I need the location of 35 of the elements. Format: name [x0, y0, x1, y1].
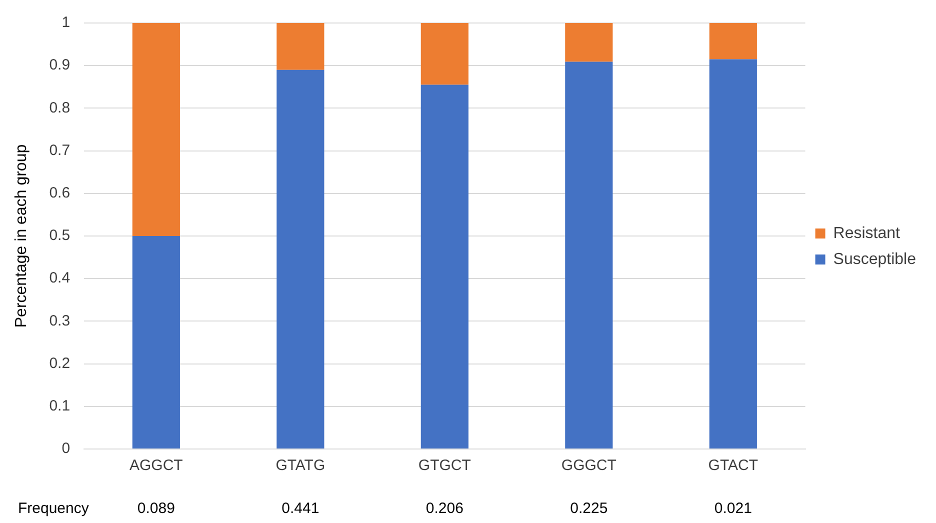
- bar: [565, 62, 613, 448]
- y-tick-label: 0: [62, 440, 70, 458]
- y-tick-label: 0.3: [49, 312, 70, 330]
- bar: [420, 84, 468, 448]
- bar: [276, 23, 324, 70]
- text: 0.021: [714, 500, 752, 518]
- text: 0.441: [282, 500, 320, 518]
- text: 0.206: [426, 500, 464, 518]
- y-tick-label: 0.8: [49, 99, 70, 116]
- y-axis-title: Percentage in each group: [13, 144, 30, 328]
- bar: [132, 236, 180, 448]
- y-tick-label: 0.1: [49, 398, 70, 415]
- bar: [276, 70, 324, 448]
- y-tick-label: 0.6: [49, 184, 70, 202]
- x-tick-label: GTATG: [276, 457, 326, 474]
- y-tick-label: 0.9: [49, 56, 70, 74]
- bar: [132, 23, 180, 236]
- y-tick-label: 0.5: [49, 227, 70, 244]
- x-tick-label: GTACT: [708, 457, 758, 474]
- bar: [565, 23, 613, 62]
- y-tick-label: 1: [62, 14, 70, 32]
- y-tick-label: 0.7: [49, 142, 70, 159]
- bar: [709, 23, 757, 60]
- x-tick-label: GGGCT: [561, 457, 616, 474]
- y-tick-label: 0.4: [49, 270, 70, 287]
- text: 0.225: [570, 500, 608, 518]
- text: Frequency: [18, 500, 90, 518]
- legend-label: Susceptible: [833, 250, 916, 268]
- x-tick-label: AGGCT: [130, 457, 183, 474]
- text: 0.089: [137, 500, 175, 518]
- x-tick-label: GTGCT: [418, 457, 471, 474]
- legend-label: Resistant: [833, 224, 901, 242]
- bar: [420, 23, 468, 85]
- bar: [709, 59, 757, 448]
- y-tick-label: 0.2: [49, 354, 70, 372]
